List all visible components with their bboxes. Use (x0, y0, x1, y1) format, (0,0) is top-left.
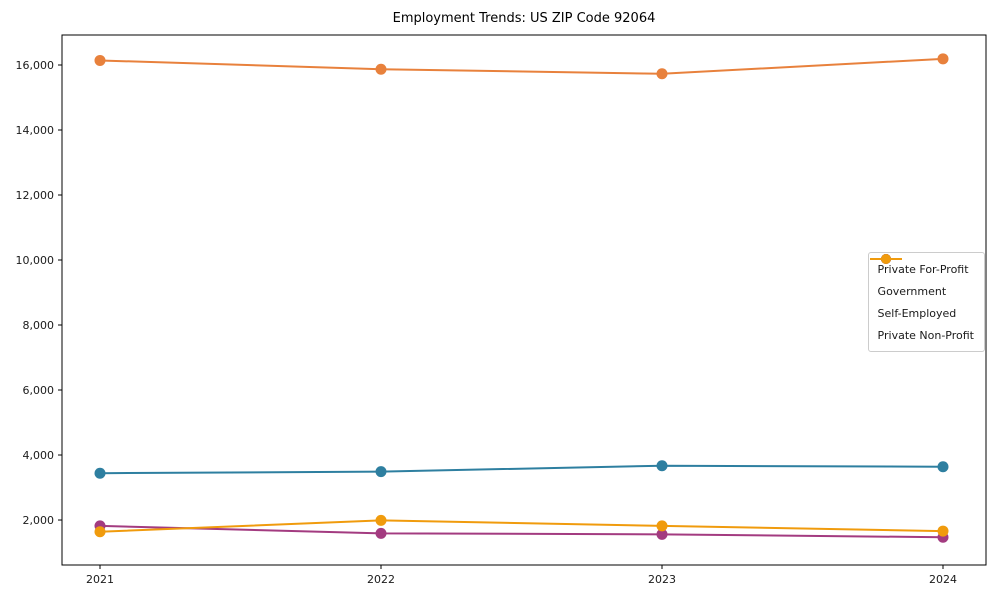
data-point (937, 461, 949, 473)
x-tick-label: 2022 (367, 573, 395, 586)
legend: Private For-Profit Government Self-Employe… (867, 252, 985, 352)
data-point (375, 527, 387, 539)
legend-item: Self-Employed (869, 254, 974, 324)
y-tick-label: 8,000 (23, 319, 55, 332)
axes: 2,000 4,000 6,000 8,000 10,000 12,000 14,000 16… (16, 34, 987, 586)
legend-label: Self-Employed (877, 306, 957, 320)
data-point (656, 68, 668, 80)
x-tick-label: 2024 (929, 573, 957, 586)
y-tick-label: 16,000 (16, 59, 55, 72)
series-lines (94, 53, 949, 543)
data-point (937, 53, 949, 65)
x-tick-label: 2021 (86, 573, 114, 586)
data-point (656, 460, 668, 472)
y-tick-label: 4,000 (23, 449, 55, 462)
data-point (656, 528, 668, 540)
y-tick-label: 2,000 (23, 514, 55, 527)
legend-label: Government (877, 284, 947, 298)
legend-marker-icon (869, 254, 902, 264)
data-point (656, 520, 668, 532)
plot-border (61, 34, 987, 566)
series-line (99, 519, 944, 533)
series-line (99, 524, 944, 539)
data-point (375, 466, 387, 478)
data-point (94, 467, 106, 479)
x-tick-label: 2023 (648, 573, 676, 586)
y-tick-label: 14,000 (16, 124, 55, 137)
data-point (94, 54, 106, 66)
y-tick-label: 10,000 (16, 254, 55, 267)
legend-item: Government (869, 254, 974, 302)
legend-label: Private For-Profit (877, 262, 969, 276)
y-tick-label: 12,000 (16, 189, 55, 202)
data-point (937, 525, 949, 537)
data-point (94, 526, 106, 538)
legend-label: Private Non-Profit (877, 328, 974, 342)
data-point (375, 63, 387, 75)
legend-item: Private Non-Profit (869, 254, 974, 346)
series-line (99, 464, 944, 475)
series-line (99, 57, 944, 75)
data-point (375, 514, 387, 526)
chart-title: Employment Trends: US ZIP Code 92064 (393, 11, 656, 26)
y-tick-label: 6,000 (23, 384, 55, 397)
